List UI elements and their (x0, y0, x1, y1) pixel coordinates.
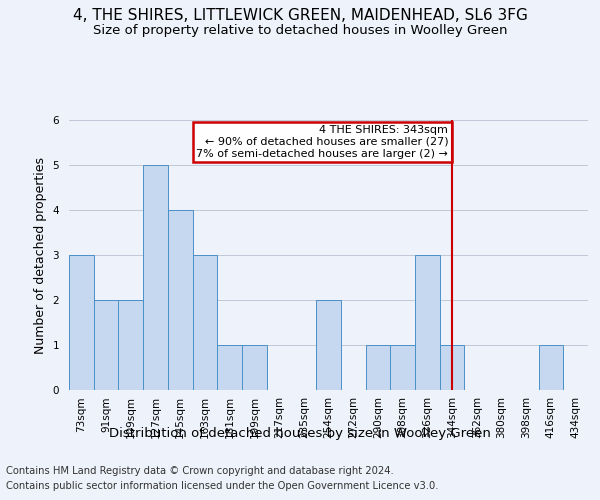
Text: Contains HM Land Registry data © Crown copyright and database right 2024.: Contains HM Land Registry data © Crown c… (6, 466, 394, 476)
Text: 4 THE SHIRES: 343sqm
← 90% of detached houses are smaller (27)
7% of semi-detach: 4 THE SHIRES: 343sqm ← 90% of detached h… (196, 126, 448, 158)
Bar (193, 255, 217, 390)
Bar (143, 165, 168, 390)
Bar (168, 210, 193, 390)
Text: Size of property relative to detached houses in Woolley Green: Size of property relative to detached ho… (93, 24, 507, 37)
Bar (365, 345, 390, 390)
Text: Distribution of detached houses by size in Woolley Green: Distribution of detached houses by size … (109, 428, 491, 440)
Bar (118, 300, 143, 390)
Text: 4, THE SHIRES, LITTLEWICK GREEN, MAIDENHEAD, SL6 3FG: 4, THE SHIRES, LITTLEWICK GREEN, MAIDENH… (73, 8, 527, 22)
Bar (242, 345, 267, 390)
Text: Contains public sector information licensed under the Open Government Licence v3: Contains public sector information licen… (6, 481, 439, 491)
Bar (69, 255, 94, 390)
Bar (217, 345, 242, 390)
Bar (94, 300, 118, 390)
Bar (539, 345, 563, 390)
Bar (390, 345, 415, 390)
Bar (316, 300, 341, 390)
Y-axis label: Number of detached properties: Number of detached properties (34, 156, 47, 354)
Bar (440, 345, 464, 390)
Bar (415, 255, 440, 390)
